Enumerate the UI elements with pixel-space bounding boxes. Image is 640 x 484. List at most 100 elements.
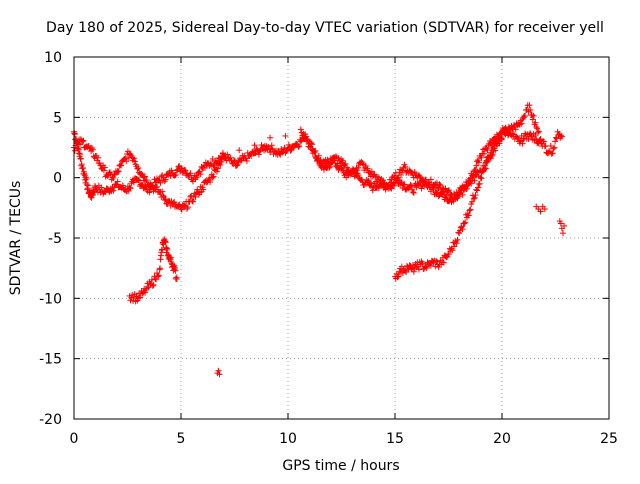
data-point (427, 262, 434, 269)
data-point (149, 282, 156, 289)
data-point (155, 272, 162, 279)
data-point (255, 151, 262, 158)
data-point (135, 165, 142, 172)
data-point (101, 164, 108, 171)
data-point (304, 137, 311, 144)
data-point (364, 178, 371, 185)
data-point (397, 171, 404, 178)
data-point (182, 167, 189, 174)
data-point (532, 132, 539, 139)
data-point (518, 132, 525, 139)
data-point (388, 176, 395, 183)
x-axis-label: GPS time / hours (282, 458, 399, 474)
data-point (158, 173, 165, 180)
data-point (471, 177, 478, 184)
data-point (127, 297, 134, 304)
y-tick-label: 0 (53, 171, 62, 187)
y-tick-label: 5 (53, 110, 62, 126)
data-point (194, 174, 201, 181)
data-point (297, 138, 304, 145)
data-point (438, 189, 445, 196)
data-point (533, 123, 540, 130)
data-point (317, 156, 324, 163)
data-point (482, 165, 489, 172)
data-point (559, 230, 566, 237)
data-point (267, 134, 274, 141)
data-point (518, 120, 525, 127)
data-point (537, 208, 544, 215)
data-point (423, 264, 430, 271)
data-point (142, 289, 149, 296)
data-point (268, 142, 275, 149)
data-point (478, 154, 485, 161)
y-axis-label: SDTVAR / TECUs (8, 181, 24, 296)
data-point (143, 186, 150, 193)
data-point (481, 150, 488, 157)
data-point (402, 163, 409, 170)
data-point (437, 182, 444, 189)
data-point (385, 183, 392, 190)
data-point (548, 150, 555, 157)
data-point (94, 154, 101, 161)
data-point (138, 170, 145, 177)
data-point (139, 290, 146, 297)
data-point (486, 155, 493, 162)
data-point (143, 177, 150, 184)
data-point (234, 161, 241, 168)
data-point (88, 194, 95, 201)
data-point (312, 147, 319, 154)
data-point (368, 179, 375, 186)
data-point (296, 143, 303, 150)
data-point (472, 192, 479, 199)
data-point (344, 164, 351, 171)
data-point (295, 143, 302, 150)
data-point (134, 165, 141, 172)
data-point (189, 198, 196, 205)
data-point (128, 294, 135, 301)
data-point (470, 195, 477, 202)
data-point (189, 197, 196, 204)
x-tick-label: 0 (70, 431, 79, 447)
data-point (519, 140, 526, 147)
data-point (142, 173, 149, 180)
data-point (454, 236, 461, 243)
data-point (136, 177, 143, 184)
data-point (162, 176, 169, 183)
data-point (463, 185, 470, 192)
data-point (213, 168, 220, 175)
y-tick-label: -15 (39, 352, 62, 368)
data-point (481, 165, 488, 172)
data-point (233, 162, 240, 169)
data-point (489, 151, 496, 158)
data-point (157, 179, 164, 186)
data-point (89, 146, 96, 153)
data-point (550, 145, 557, 152)
data-point (557, 220, 564, 227)
data-point (419, 260, 426, 267)
x-tick-labels: 0 5 10 15 20 25 (70, 431, 618, 447)
data-point (459, 191, 466, 198)
data-point (154, 273, 161, 280)
data-point (466, 207, 473, 214)
data-point (178, 165, 184, 172)
data-point (146, 189, 153, 196)
data-point (164, 246, 171, 253)
data-point (197, 171, 204, 178)
data-point (474, 168, 481, 175)
data-point (461, 220, 468, 227)
data-point (145, 284, 152, 291)
data-point (508, 122, 515, 129)
data-point (401, 181, 408, 188)
data-point (244, 149, 251, 156)
data-point (551, 144, 558, 151)
data-point (83, 176, 90, 183)
data-point (231, 157, 238, 164)
data-point (256, 148, 263, 155)
data-point (522, 130, 529, 137)
data-point (549, 150, 556, 157)
data-point (403, 269, 410, 276)
data-point (148, 276, 155, 283)
data-point (416, 173, 423, 180)
data-point (456, 230, 463, 237)
